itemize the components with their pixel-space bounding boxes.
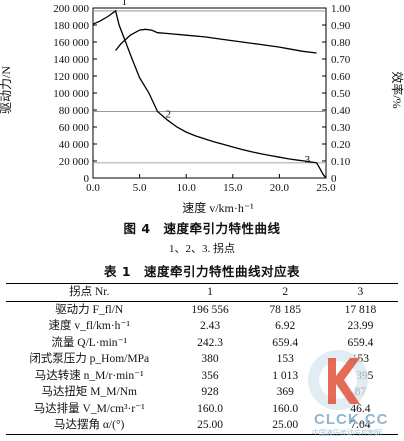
watermark-text: CLCK.CC — [314, 411, 389, 428]
x-tick-label: 5.0 — [133, 182, 147, 194]
efficiency-line — [115, 28, 317, 54]
table-cell: 242.3 — [197, 336, 223, 349]
y-left-tick-label: 60 000 — [59, 122, 90, 134]
table-row-label: 流量 Q/L·min⁻¹ — [51, 336, 128, 349]
x-tick-label: 25.0 — [316, 182, 336, 194]
y-left-tick-label: 160 000 — [53, 37, 89, 49]
table-cell: 369 — [276, 386, 294, 398]
y-left-tick-label: 120 000 — [53, 71, 89, 83]
table-header-cell: 拐点 Nr. — [69, 286, 110, 298]
table-row: 马达排量 V_M/cm³·r⁻¹ 160.0 160.0 46.4 — [6, 401, 398, 418]
table-cell: 196 556 — [191, 303, 229, 316]
y-left-tick-label: 100 000 — [53, 88, 89, 100]
table-cell: 160.0 — [272, 402, 299, 415]
inflection-point-label: 3 — [305, 154, 311, 166]
table-row-label: 速度 v_fl/km·h⁻¹ — [48, 320, 130, 332]
y-left-tick-label: 0 — [84, 173, 90, 185]
figure-note: 1、2、3. 拐点 — [169, 243, 235, 255]
table-cell: 25.00 — [197, 419, 223, 431]
inflection-point-label: 2 — [165, 109, 171, 121]
table-cell: 25.00 — [272, 419, 299, 431]
y-right-tick-label: 0.50 — [331, 88, 351, 100]
y-axis-left-label: 驱动力/N — [0, 66, 13, 114]
chart-axes — [92, 7, 327, 179]
table-cell: 46.4 — [350, 402, 371, 415]
y-right-tick-label: 0.20 — [331, 139, 351, 151]
watermark-subtext: 中国液压传动与控制网 — [312, 429, 382, 437]
y-left-tick-label: 40 000 — [59, 139, 90, 151]
table-cell: 2.43 — [199, 320, 221, 332]
data-table: 拐点 Nr. 1 2 3 驱动力 F_fl/N 196 556 78 185 1… — [6, 283, 398, 435]
inflection-point-label: 1 — [122, 0, 128, 8]
table-cell: 659.4 — [272, 336, 299, 349]
table-cell: 78 185 — [269, 303, 302, 316]
y-left-tick-label: 200 000 — [53, 3, 89, 15]
y-right-tick-label: 0.80 — [331, 37, 351, 49]
table-header-cell: 1 — [207, 286, 213, 298]
table-cell: 380 — [201, 353, 219, 365]
watermark-logo — [308, 350, 368, 410]
y-right-tick-label: 0.90 — [331, 20, 351, 32]
table-row: 流量 Q/L·min⁻¹ 242.3 659.4 659.4 — [6, 335, 398, 352]
table-header-cell: 2 — [282, 286, 289, 298]
y-right-tick-label: 1.00 — [331, 3, 351, 15]
drive-force-line — [92, 9, 327, 179]
x-tick-label: 20.0 — [270, 182, 290, 194]
table-header-cell: 3 — [357, 286, 364, 298]
table-row: 速度 v_fl/km·h⁻¹ 2.43 6.92 23.99 — [6, 318, 398, 335]
table-cell: 6.92 — [275, 320, 296, 332]
y-right-tick-label: 0 — [331, 173, 337, 185]
table-row-label: 马达摆角 α/(°) — [54, 419, 125, 431]
y-right-tick-label: 0.30 — [331, 122, 351, 134]
x-tick-label: 15.0 — [223, 182, 243, 194]
table-cell: 659.4 — [347, 336, 374, 349]
plot-frame — [92, 7, 327, 179]
table-row-label: 马达转速 n_M/r·min⁻¹ — [34, 369, 144, 382]
table-cell: 928 — [201, 386, 219, 398]
y-axis-right-label: 效率/% — [390, 71, 404, 108]
y-left-tick-label: 180 000 — [53, 20, 89, 32]
x-tick-label: 0.0 — [86, 182, 100, 194]
table-row-label: 马达排量 V_M/cm³·r⁻¹ — [33, 402, 145, 415]
table-cell: 153 — [276, 353, 294, 365]
chart-annotations: 1 2 3 — [122, 0, 311, 166]
table-cell: 356 — [201, 369, 219, 382]
table-row-label: 马达扭矩 M_M/Nm — [41, 386, 137, 398]
y-right-tick-label: 0.10 — [331, 156, 351, 168]
x-axis-label: 速度 v/km·h⁻¹ — [182, 200, 254, 215]
y-left-tick-label: 140 000 — [53, 54, 89, 66]
y-right-tick-label: 0.70 — [331, 54, 351, 66]
table-header-row: 拐点 Nr. 1 2 3 — [6, 283, 398, 301]
table-cell: 7.04 — [350, 419, 371, 431]
figure-caption: 图 4 速度牵引力特性曲线 — [123, 221, 281, 236]
table-cell: 1 013 — [272, 369, 299, 382]
y-right-tick-label: 0.40 — [331, 105, 351, 117]
table-cell: 160.0 — [197, 402, 223, 415]
y-right-tick-label: 0.60 — [331, 71, 351, 83]
table-cell: 17 818 — [344, 303, 377, 316]
chart-series — [92, 9, 327, 179]
table-row-label: 驱动力 F_fl/N — [55, 303, 124, 316]
x-tick-label: 10.0 — [177, 182, 197, 194]
y-left-tick-label: 80 000 — [59, 105, 90, 117]
table-row-label: 闭式泵压力 p_Hom/MPa — [29, 353, 150, 365]
table-row: 驱动力 F_fl/N 196 556 78 185 17 818 — [6, 301, 398, 318]
table-cell: 23.99 — [347, 320, 374, 332]
table-row: 马达摆角 α/(°) 25.00 25.00 7.04 — [6, 417, 398, 434]
table-caption: 表 1 速度牵引力特性曲线对应表 — [103, 264, 301, 279]
chart-reference-lines — [93, 10, 326, 164]
y-left-tick-label: 20 000 — [59, 156, 90, 168]
